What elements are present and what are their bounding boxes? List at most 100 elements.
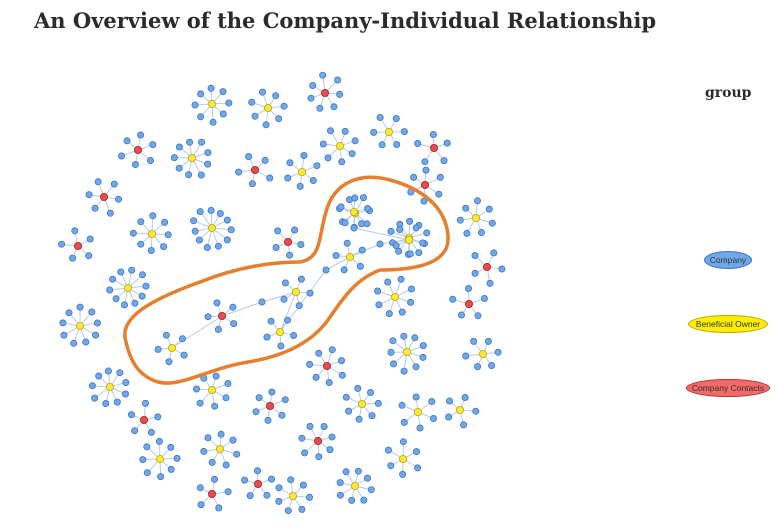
company-node[interactable] (157, 473, 165, 481)
company-node[interactable] (471, 269, 479, 277)
company-node[interactable] (400, 367, 408, 375)
company-node[interactable] (494, 348, 502, 356)
company-node[interactable] (355, 415, 363, 423)
company-node[interactable] (461, 393, 469, 401)
company-node[interactable] (462, 352, 470, 360)
company-node[interactable] (82, 338, 90, 346)
company-node[interactable] (278, 411, 286, 419)
company-node[interactable] (400, 332, 408, 340)
company-node[interactable] (86, 235, 94, 243)
company-node[interactable] (419, 239, 427, 247)
company-node[interactable] (423, 229, 431, 237)
company-contact-node[interactable] (322, 361, 331, 370)
company-node[interactable] (328, 346, 336, 354)
company-node[interactable] (223, 216, 231, 224)
company-node[interactable] (291, 226, 299, 234)
legend-item-company[interactable]: Company (704, 251, 752, 269)
company-node[interactable] (210, 475, 218, 483)
company-node[interactable] (320, 422, 328, 430)
company-node[interactable] (396, 225, 404, 233)
company-node[interactable] (76, 303, 84, 311)
company-contact-node[interactable] (74, 241, 83, 250)
beneficial-owner-node[interactable] (291, 287, 300, 296)
company-node[interactable] (300, 151, 308, 159)
company-node[interactable] (392, 242, 400, 250)
company-node[interactable] (137, 218, 145, 226)
company-node[interactable] (367, 486, 375, 494)
company-node[interactable] (204, 434, 212, 442)
company-node[interactable] (307, 94, 315, 102)
company-node[interactable] (149, 212, 157, 220)
company-node[interactable] (197, 90, 205, 98)
beneficial-owner-node[interactable] (167, 343, 176, 352)
company-node[interactable] (488, 361, 496, 369)
beneficial-owner-node[interactable] (207, 385, 216, 394)
company-node[interactable] (142, 282, 150, 290)
company-node[interactable] (212, 372, 220, 380)
company-node[interactable] (138, 292, 146, 300)
company-node[interactable] (350, 224, 358, 232)
company-node[interactable] (410, 173, 418, 181)
beneficial-owner-node[interactable] (345, 252, 354, 261)
company-node[interactable] (305, 493, 313, 501)
company-node[interactable] (374, 287, 382, 295)
company-node[interactable] (121, 301, 129, 309)
company-node[interactable] (364, 204, 372, 212)
company-node[interactable] (92, 331, 100, 339)
company-node[interactable] (474, 312, 482, 320)
company-node[interactable] (118, 152, 126, 160)
company-node[interactable] (253, 467, 261, 475)
company-contact-node[interactable] (250, 165, 259, 174)
company-node[interactable] (219, 110, 227, 118)
company-node[interactable] (219, 88, 227, 96)
company-node[interactable] (112, 295, 120, 303)
company-node[interactable] (348, 496, 356, 504)
company-node[interactable] (392, 115, 400, 123)
company-node[interactable] (209, 118, 217, 126)
company-node[interactable] (411, 334, 419, 342)
company-node[interactable] (197, 501, 205, 509)
company-node[interactable] (261, 156, 269, 164)
company-node[interactable] (393, 140, 401, 148)
beneficial-owner-node[interactable] (413, 407, 422, 416)
company-node[interactable] (412, 363, 420, 371)
company-node[interactable] (216, 209, 224, 217)
company-node[interactable] (412, 448, 420, 456)
company-node[interactable] (389, 337, 397, 345)
company-node[interactable] (306, 289, 314, 297)
company-contact-node[interactable] (429, 143, 438, 152)
company-node[interactable] (204, 149, 212, 157)
company-node[interactable] (85, 252, 93, 260)
beneficial-owner-node[interactable] (297, 167, 306, 176)
company-node[interactable] (286, 251, 294, 259)
company-node[interactable] (337, 357, 345, 365)
company-node[interactable] (214, 325, 222, 333)
company-node[interactable] (306, 422, 314, 430)
company-contact-node[interactable] (207, 489, 216, 498)
company-node[interactable] (147, 246, 155, 254)
company-node[interactable] (275, 484, 283, 492)
company-node[interactable] (277, 342, 285, 350)
company-node[interactable] (127, 411, 135, 419)
company-node[interactable] (414, 464, 422, 472)
company-node[interactable] (422, 166, 430, 174)
company-node[interactable] (241, 476, 249, 484)
company-node[interactable] (281, 396, 289, 404)
company-node[interactable] (326, 127, 334, 135)
company-node[interactable] (387, 462, 395, 470)
company-node[interactable] (275, 115, 283, 123)
company-node[interactable] (225, 99, 233, 107)
beneficial-owner-node[interactable] (335, 141, 344, 150)
company-node[interactable] (290, 331, 298, 339)
company-node[interactable] (146, 156, 154, 164)
company-node[interactable] (419, 353, 427, 361)
company-node[interactable] (190, 217, 198, 225)
company-node[interactable] (170, 154, 178, 162)
company-node[interactable] (284, 507, 292, 515)
company-node[interactable] (186, 138, 194, 146)
company-contact-node[interactable] (100, 192, 109, 201)
company-node[interactable] (366, 388, 374, 396)
company-node[interactable] (484, 337, 492, 345)
beneficial-owner-node[interactable] (390, 292, 399, 301)
company-node[interactable] (191, 101, 199, 109)
